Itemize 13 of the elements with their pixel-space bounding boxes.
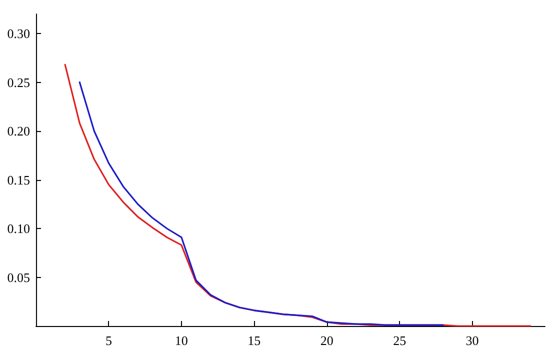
x-tick-label: 5 <box>105 333 112 348</box>
y-tick-label: 0.05 <box>7 270 30 285</box>
y-tick-label: 0.30 <box>7 26 30 41</box>
x-tick-label: 10 <box>174 333 188 348</box>
y-tick-label: 0.10 <box>7 221 30 236</box>
x-tick-label: 30 <box>466 333 479 348</box>
y-tick-label: 0.15 <box>7 172 30 188</box>
x-tick-label: 20 <box>320 333 334 348</box>
y-tick-label: 0.25 <box>7 74 30 90</box>
x-tick-label: 15 <box>248 333 261 348</box>
y-tick-label: 0.20 <box>7 124 30 138</box>
line-series <box>78 81 444 326</box>
x-tick-label: 25 <box>393 333 406 348</box>
